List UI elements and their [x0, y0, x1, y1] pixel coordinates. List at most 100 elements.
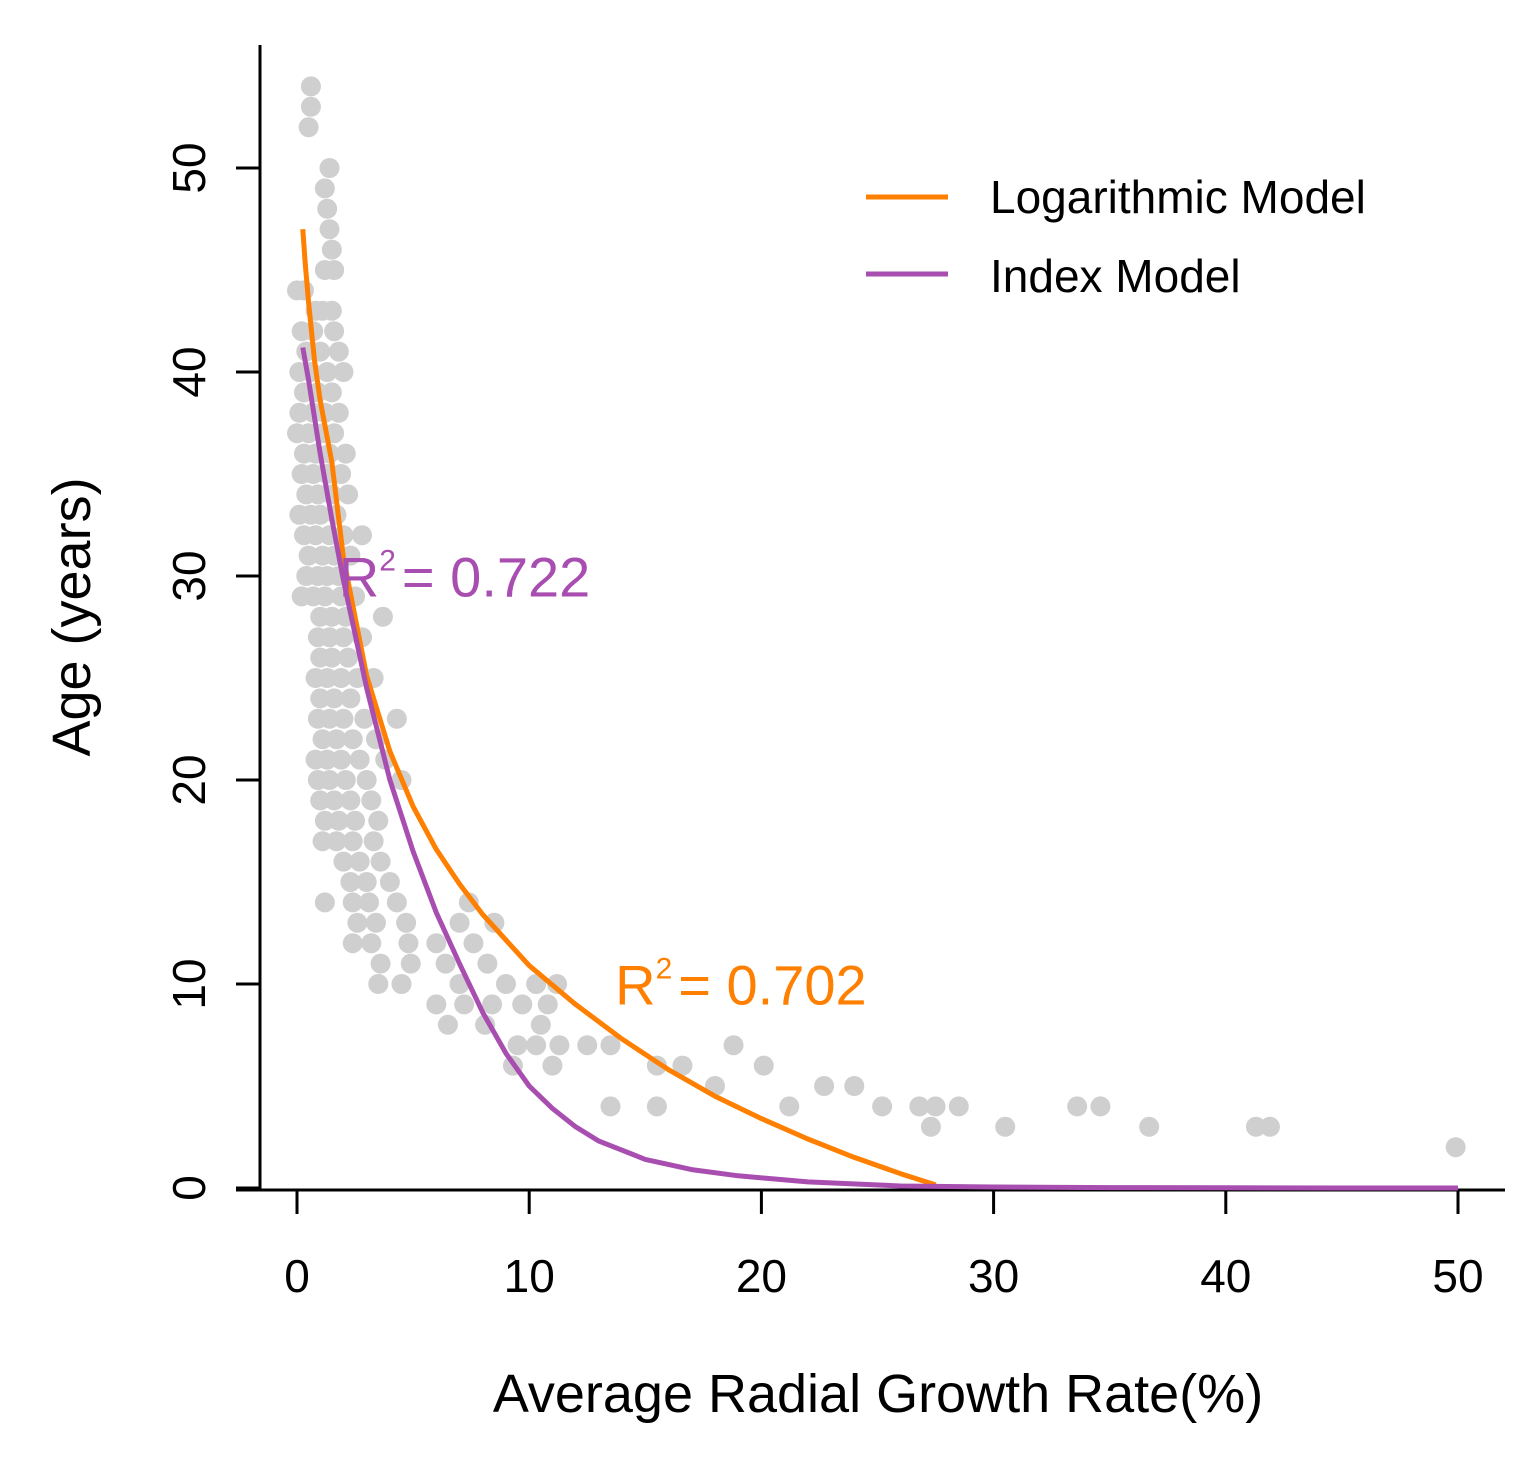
data-point	[310, 790, 331, 811]
data-point	[646, 1096, 667, 1117]
r2-logarithmic-label: R2 = 0.702	[615, 952, 867, 1016]
x-tick-label: 40	[1200, 1250, 1251, 1302]
data-point	[340, 790, 361, 811]
r2-index-value: = 0.722	[402, 545, 590, 608]
data-point	[321, 239, 342, 260]
data-point	[328, 402, 349, 423]
data-point	[321, 647, 342, 668]
data-point	[1259, 1116, 1280, 1137]
data-point	[333, 708, 354, 729]
data-point	[526, 1035, 547, 1056]
data-point	[872, 1096, 893, 1117]
logarithmic-model-curve	[300, 229, 937, 1188]
x-axis-ticks: 0 10 20 30 40 50	[284, 1190, 1484, 1302]
data-point	[361, 790, 382, 811]
data-point	[368, 810, 389, 831]
data-point	[909, 1096, 930, 1117]
data-point	[314, 586, 335, 607]
data-point	[328, 810, 349, 831]
y-axis-ticks: 0 10 20 30 40 50	[163, 142, 260, 1201]
r2-index-superscript: 2	[379, 544, 396, 577]
data-point	[672, 1055, 693, 1076]
data-point	[391, 974, 412, 994]
data-point	[358, 892, 379, 913]
data-point	[317, 749, 338, 770]
data-point	[349, 749, 370, 770]
data-point	[549, 1035, 570, 1056]
data-point	[319, 627, 340, 648]
r2-logarithmic-value: = 0.702	[678, 953, 866, 1016]
data-point	[310, 504, 331, 525]
data-point	[345, 810, 366, 831]
data-point	[317, 668, 338, 688]
data-point	[324, 688, 345, 709]
data-point	[312, 831, 333, 852]
data-point	[335, 443, 356, 464]
data-point	[437, 1014, 458, 1035]
data-point	[342, 933, 363, 954]
data-point	[321, 606, 342, 627]
data-point	[305, 525, 326, 546]
data-point	[547, 974, 568, 994]
data-point	[307, 484, 328, 505]
y-tick-label: 20	[163, 754, 215, 805]
data-point	[319, 770, 340, 790]
data-point	[314, 892, 335, 913]
data-point	[321, 300, 342, 321]
y-tick-label: 30	[163, 550, 215, 601]
data-point	[396, 912, 417, 933]
data-point	[368, 974, 389, 994]
model-curves	[300, 229, 1458, 1191]
data-point	[426, 933, 447, 954]
data-point	[289, 402, 310, 423]
data-point	[920, 1116, 941, 1137]
data-point	[526, 974, 547, 994]
legend: Logarithmic Model Index Model	[866, 171, 1366, 302]
data-point	[477, 953, 498, 974]
data-point	[324, 260, 345, 280]
data-point	[300, 96, 321, 117]
data-point	[779, 1096, 800, 1117]
data-point	[319, 219, 340, 240]
data-point	[1445, 1137, 1466, 1158]
x-tick-label: 20	[736, 1250, 787, 1302]
data-point	[370, 851, 391, 872]
data-point	[326, 831, 347, 852]
data-point	[426, 994, 447, 1015]
data-point	[512, 994, 533, 1015]
data-point	[814, 1076, 835, 1096]
data-point	[542, 1055, 563, 1076]
data-point	[1245, 1116, 1266, 1137]
data-point	[484, 912, 505, 933]
data-point	[600, 1096, 621, 1117]
data-point	[335, 770, 356, 790]
index-model-curve	[300, 347, 1458, 1191]
x-tick-label: 0	[284, 1250, 310, 1302]
x-tick-label: 30	[968, 1250, 1019, 1302]
data-point	[537, 994, 558, 1015]
data-point	[333, 851, 354, 872]
data-point	[386, 892, 407, 913]
data-point	[317, 362, 338, 382]
data-point	[995, 1116, 1016, 1137]
data-point	[300, 76, 321, 97]
y-tick-label: 40	[163, 346, 215, 397]
data-point	[356, 872, 377, 892]
r2-logarithmic-superscript: 2	[656, 952, 673, 985]
data-point	[925, 1096, 946, 1117]
data-point	[314, 810, 335, 831]
data-point	[303, 464, 324, 484]
data-point	[333, 362, 354, 382]
x-axis-title: Average Radial Growth Rate(%)	[493, 1364, 1263, 1424]
data-point	[844, 1076, 865, 1096]
data-point	[723, 1035, 744, 1056]
data-point	[331, 668, 352, 688]
data-point	[370, 953, 391, 974]
data-point	[379, 872, 400, 892]
data-point	[1090, 1096, 1111, 1117]
data-point	[338, 647, 359, 668]
data-point	[1067, 1096, 1088, 1117]
y-axis-title: Age (years)	[42, 477, 102, 756]
data-point	[310, 688, 331, 709]
